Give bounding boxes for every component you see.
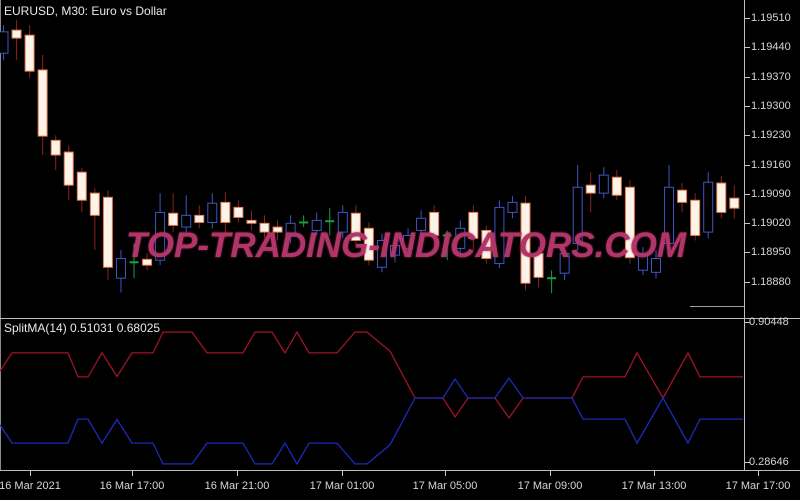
time-axis-label: 17 Mar 09:00	[517, 480, 583, 492]
time-axis-label: 17 Mar 01:00	[309, 480, 375, 492]
price-axis-label: 1.19370	[751, 71, 791, 83]
time-axis-label: 16 Mar 17:00	[99, 480, 165, 492]
time-axis-label: 17 Mar 13:00	[621, 480, 687, 492]
watermark-text: TOP-TRADING-INDICATORS.COM	[126, 226, 686, 265]
price-axis-label: 1.19090	[751, 188, 791, 200]
indicator-axis-label: 0.28646	[749, 456, 789, 468]
price-axis-label: 1.18950	[751, 246, 791, 258]
axis-ticks	[30, 18, 759, 476]
price-axis-label: 1.19160	[751, 159, 791, 171]
price-axis-label: 1.18880	[751, 276, 791, 288]
price-axis-label: 1.19300	[751, 100, 791, 112]
time-axis-label: 16 Mar 21:00	[204, 480, 270, 492]
price-axis-label: 1.19020	[751, 217, 791, 229]
price-axis-label: 1.19230	[751, 129, 791, 141]
splitma-lines	[0, 330, 743, 466]
symbol-title: EURUSD, M30: Euro vs Dollar	[4, 4, 167, 18]
time-axis-label: 16 Mar 2021	[0, 480, 61, 492]
candlestick-series	[0, 20, 740, 294]
pane-frame	[0, 0, 800, 471]
price-axis-label: 1.19440	[751, 41, 791, 53]
indicator-title: SplitMA(14) 0.51031 0.68025	[4, 321, 161, 335]
time-axis-label: 17 Mar 17:00	[725, 480, 791, 492]
indicator-axis-label: 0.90448	[749, 316, 789, 328]
time-axis-label: 17 Mar 05:00	[412, 480, 478, 492]
price-axis-label: 1.19510	[751, 12, 791, 24]
